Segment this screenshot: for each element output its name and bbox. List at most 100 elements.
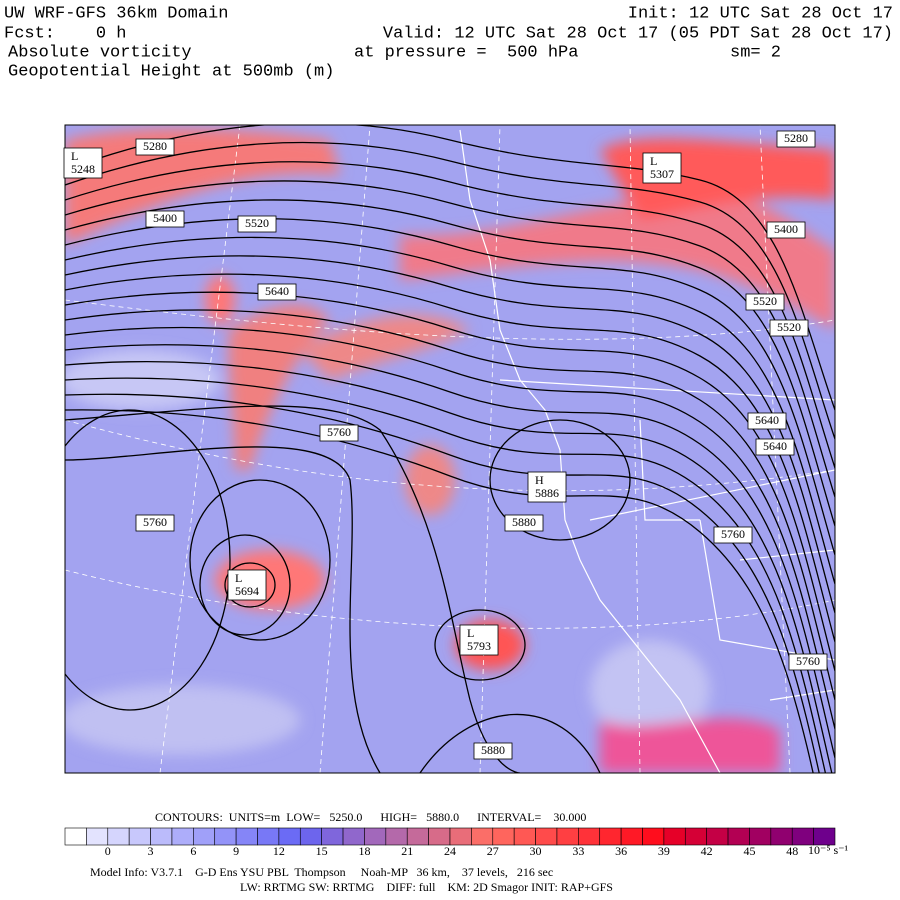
colorbar-tick-label: 0 — [105, 844, 111, 858]
contour-line — [65, 393, 820, 773]
center-value: 5694 — [235, 584, 259, 598]
colorbar-tick-label: 30 — [530, 844, 542, 858]
colorbar-tick-label: 33 — [572, 844, 584, 858]
contour-line — [65, 344, 835, 759]
center-box — [527, 471, 567, 503]
contour-line — [65, 446, 381, 773]
map-frame — [64, 124, 836, 774]
contour-loop — [189, 479, 331, 641]
label-box — [766, 221, 806, 239]
init-time: Init: 12 UTC Sat 28 Oct 17 — [628, 4, 893, 23]
colorbar-box — [342, 827, 365, 846]
colorbar-box — [471, 827, 494, 846]
colorbar-box — [321, 827, 344, 846]
colorbar-box — [171, 827, 194, 846]
center-box — [63, 147, 103, 179]
contour-line — [65, 199, 835, 527]
contour-label: 5760 — [796, 654, 820, 668]
colorbar-tick-label: 21 — [401, 844, 413, 858]
center-kind: L — [650, 154, 657, 168]
contour-label: 5400 — [774, 222, 798, 236]
label-box — [788, 653, 828, 671]
contour-loop — [434, 609, 526, 681]
contour-line — [65, 360, 833, 773]
colorbar-box — [578, 827, 601, 846]
colorbar-box — [813, 827, 836, 846]
label-box — [747, 412, 787, 430]
label-box — [135, 514, 175, 532]
colorbar-box — [663, 827, 686, 846]
colorbar-box — [107, 827, 130, 846]
label-box — [319, 424, 359, 442]
colorbar-box — [128, 827, 151, 846]
center-kind: L — [235, 571, 242, 585]
colorbar-box — [684, 827, 707, 846]
valid-time: Valid: 12 UTC Sat 28 Oct 17 (05 PDT Sat … — [383, 24, 893, 43]
contour-line — [65, 291, 835, 672]
colorbar-box — [235, 827, 258, 846]
field-name: Absolute vorticity — [8, 43, 192, 62]
contour-label: 5760 — [143, 515, 167, 529]
colorbar-tick-label: 39 — [658, 844, 670, 858]
contour-label: 5520 — [753, 294, 777, 308]
colorbar-box — [642, 827, 665, 846]
contour-line — [65, 409, 814, 773]
label-box — [257, 283, 297, 301]
colorbar-box — [770, 827, 793, 846]
contour-line — [65, 161, 835, 469]
colorbar-box — [620, 827, 643, 846]
contour-label: 5760 — [327, 425, 351, 439]
colorbar-tick-label: 36 — [615, 844, 627, 858]
contour-label: 5880 — [512, 515, 536, 529]
contour-loop — [224, 562, 276, 608]
colorbar-tick-label: 15 — [316, 844, 328, 858]
colorbar-box — [385, 827, 408, 846]
center-box — [227, 569, 267, 601]
colorbar-box — [727, 827, 750, 846]
colorbar-box — [599, 827, 622, 846]
label-box — [713, 526, 753, 544]
contour-line — [65, 326, 835, 730]
colorbar-box — [556, 827, 579, 846]
label-box — [776, 130, 816, 148]
colorbar-box — [214, 827, 237, 846]
contour-line — [65, 125, 835, 411]
contour-label: 5760 — [721, 527, 745, 541]
colorbar-box — [535, 827, 558, 846]
model-info: Model Info: V3.7.1 G-D Ens YSU PBL Thomp… — [90, 865, 553, 879]
center-value: 5793 — [467, 639, 491, 653]
colorbar-tick-label: 27 — [487, 844, 499, 858]
contour-line — [65, 273, 835, 643]
contour-label: 5280 — [784, 131, 808, 145]
colorbar-tick-label: 6 — [190, 844, 196, 858]
colorbar-box — [257, 827, 280, 846]
colorbar-box — [449, 827, 472, 846]
colorbar-tick-label: 45 — [743, 844, 755, 858]
colorbar-box — [64, 827, 87, 846]
center-box — [459, 624, 499, 656]
colorbar: 0 3 6 9 12 15 18 21 24 27 30 33 36 39 42 45 48 — [64, 827, 836, 858]
contour-label: 5520 — [245, 216, 269, 230]
center-kind: L — [71, 149, 78, 163]
contour-line — [65, 141, 835, 440]
pressure-level: at pressure = 500 hPa — [354, 43, 578, 62]
height-contours — [65, 125, 835, 773]
contour-line — [65, 309, 835, 701]
forecast-hour: Fcst: 0 h — [4, 24, 126, 43]
contour-label: 5400 — [153, 211, 177, 225]
colorbar-tick-label: 42 — [701, 844, 713, 858]
colorbar-box — [299, 827, 322, 846]
center-value: 5307 — [650, 167, 674, 181]
colorbar-unit: 10⁻⁵ s⁻¹ — [808, 843, 849, 857]
model-info: LW: RRTMG SW: RRTMG DIFF: full KM: 2D Sm… — [240, 880, 613, 894]
contour-loop — [489, 419, 631, 541]
contour-label: 5640 — [755, 413, 779, 427]
label-box — [237, 215, 277, 233]
colorbar-box — [364, 827, 387, 846]
label-box — [755, 438, 795, 456]
contour-label: 5640 — [265, 284, 289, 298]
colorbar-box — [706, 827, 729, 846]
label-box — [145, 210, 185, 228]
contour-loop — [199, 534, 291, 636]
